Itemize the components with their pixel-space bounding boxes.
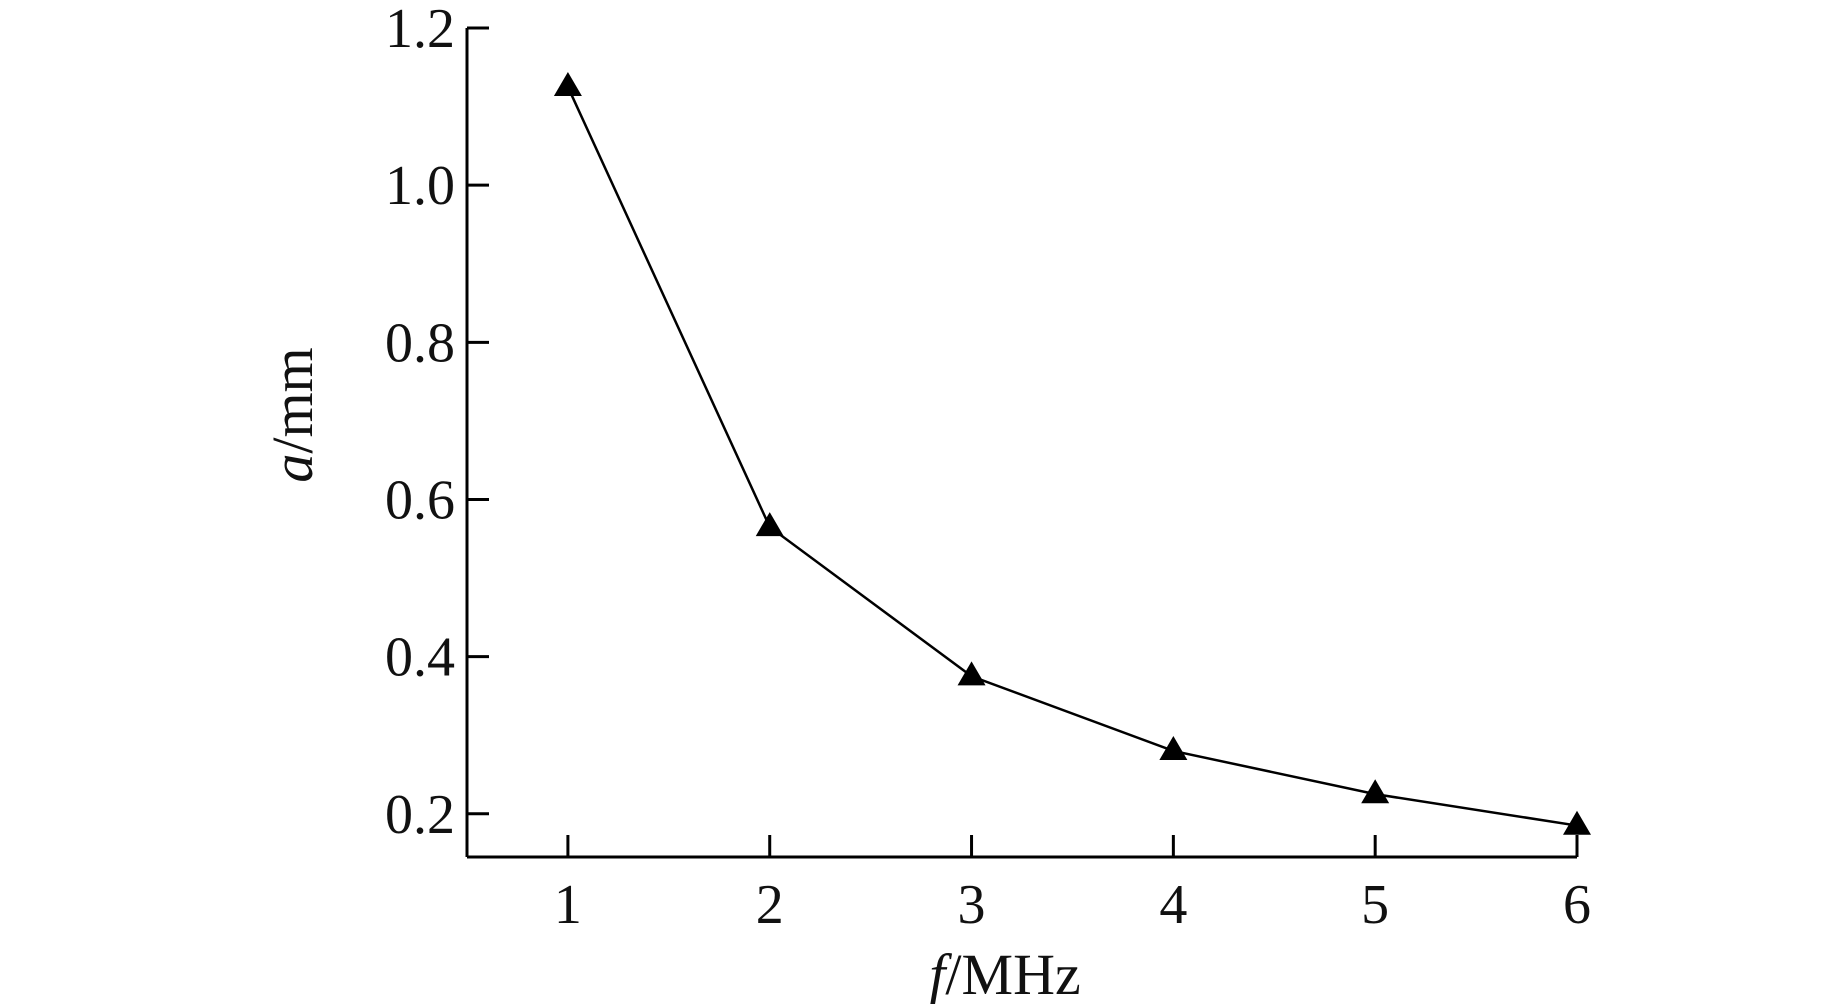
y-tick-label: 0.4	[385, 627, 455, 689]
x-axis-label: f/MHz	[929, 942, 1080, 1004]
x-axis-ticks: 1 2 3 4 5 6	[554, 835, 1591, 936]
x-tick-label: 2	[756, 874, 784, 936]
y-axis-ticks: 0.2 0.4 0.6 0.8 1.0 1.2	[385, 0, 489, 846]
x-axis-unit: /MHz	[945, 942, 1080, 1004]
y-axis-unit: /mm	[260, 347, 325, 453]
data-point-marker	[1361, 779, 1390, 804]
y-tick-label: 0.6	[385, 469, 455, 531]
y-tick-label: 1.0	[385, 155, 455, 217]
x-tick-label: 3	[958, 874, 986, 936]
data-point-marker	[553, 72, 582, 97]
x-tick-label: 1	[554, 874, 582, 936]
y-axis-label: a/mm	[260, 347, 325, 482]
data-point-marker	[1159, 736, 1188, 761]
x-tick-label: 4	[1159, 874, 1187, 936]
x-tick-label: 6	[1563, 874, 1591, 936]
series-group	[553, 72, 1591, 835]
data-point-marker	[957, 661, 986, 686]
axes	[465, 28, 1577, 859]
y-tick-label: 0.2	[385, 784, 455, 846]
y-tick-label: 1.2	[385, 0, 455, 60]
data-point-marker	[1563, 810, 1591, 835]
y-axis-symbol: a	[260, 454, 325, 483]
y-tick-label: 0.8	[385, 312, 455, 374]
x-tick-label: 5	[1361, 874, 1389, 936]
series-line	[566, 86, 1578, 827]
data-point-marker	[755, 512, 784, 537]
